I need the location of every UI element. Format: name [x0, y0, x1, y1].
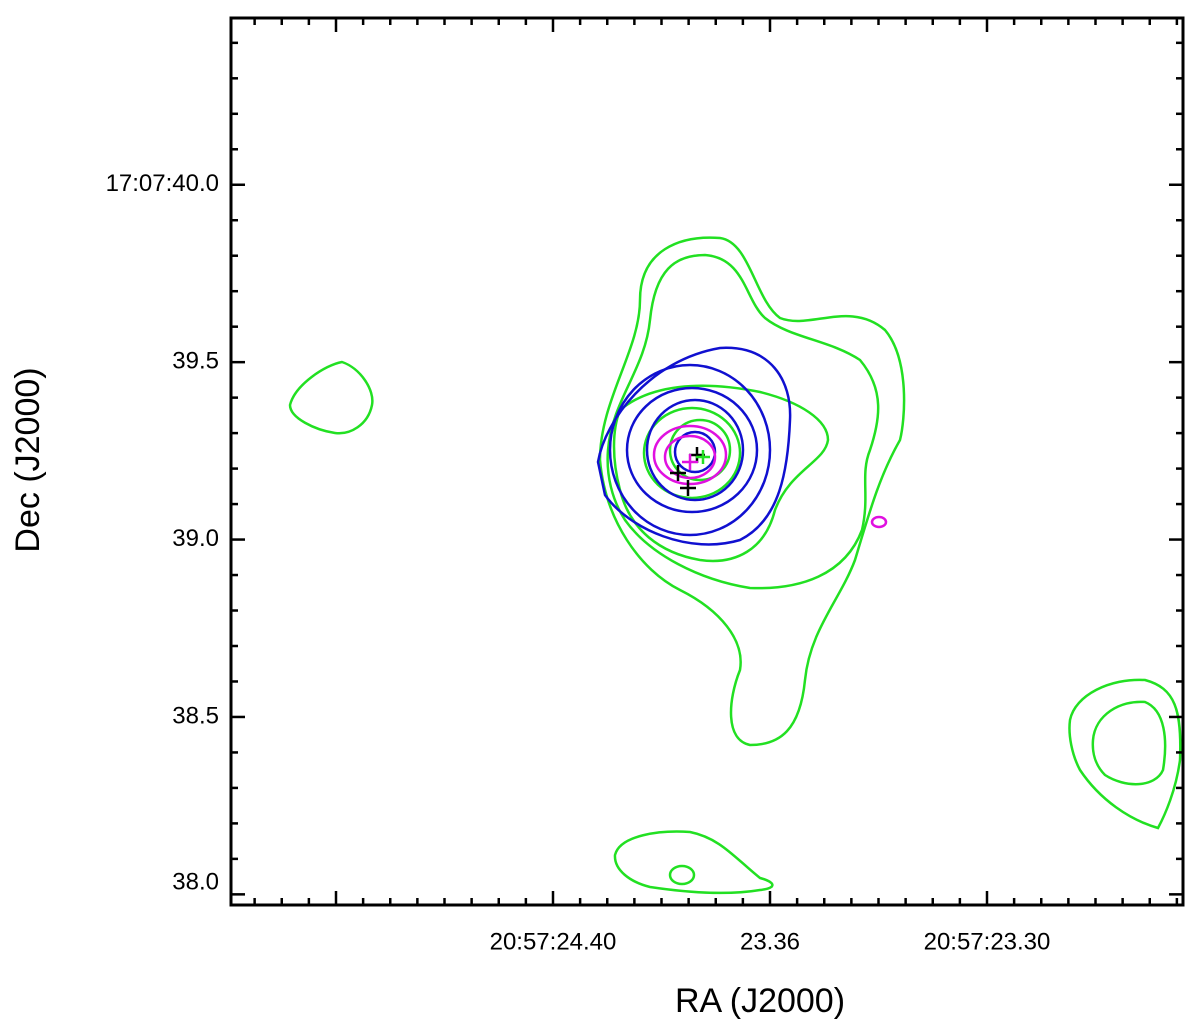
contour	[870, 515, 888, 529]
contour	[612, 384, 830, 563]
contour	[668, 864, 696, 886]
contour	[1068, 678, 1182, 830]
contour	[1091, 700, 1167, 786]
contour	[598, 236, 906, 747]
y-tick-label: 39.5	[172, 347, 219, 374]
x-axis-label: RA (J2000)	[675, 982, 845, 1020]
contour	[625, 386, 759, 514]
contour	[645, 398, 745, 502]
marker	[682, 454, 698, 470]
contour	[596, 346, 792, 546]
contour	[613, 830, 774, 895]
y-tick-label: 39.0	[172, 525, 219, 552]
plot-frame	[229, 16, 1185, 907]
x-tick-label: 20:57:23.30	[924, 928, 1051, 955]
marker	[670, 447, 705, 496]
contour	[652, 424, 728, 486]
contour	[668, 418, 732, 482]
contours	[288, 236, 1182, 895]
marker	[696, 450, 710, 464]
contour	[608, 363, 772, 537]
source-markers	[670, 447, 710, 496]
contour	[642, 406, 742, 500]
contour	[663, 434, 717, 480]
contour	[606, 253, 880, 590]
x-tick-label: 20:57:24.40	[490, 928, 617, 955]
x-tick-label: 23.36	[740, 928, 800, 955]
y-axis-label: Dec (J2000)	[9, 367, 47, 552]
y-tick-label: 38.5	[172, 702, 219, 729]
y-tick-label: 38.0	[172, 868, 219, 895]
y-tick-label: 17:07:40.0	[106, 170, 219, 197]
contour	[288, 360, 374, 435]
